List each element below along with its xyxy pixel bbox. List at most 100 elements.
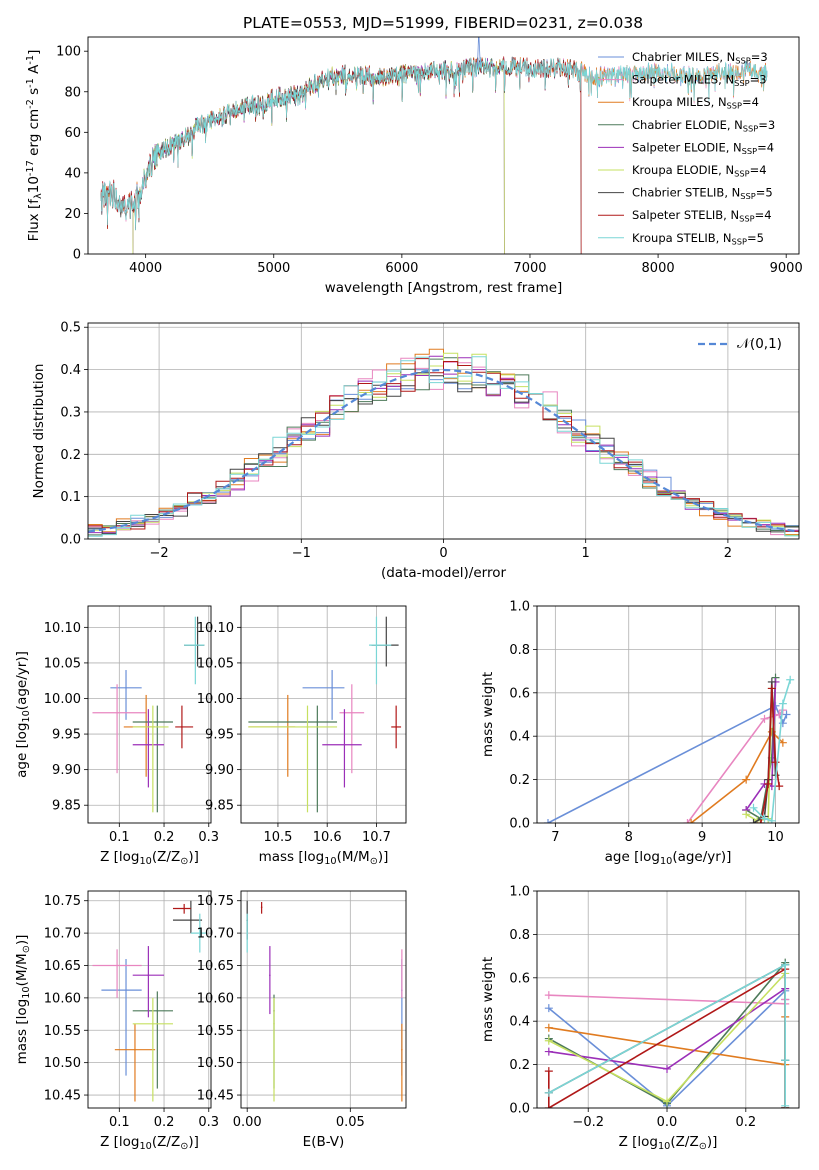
weight-marker	[781, 1056, 790, 1065]
legend-label: Salpeter ELODIE, NSSP​=4	[632, 140, 774, 156]
x-tick-label: 10.5	[263, 830, 292, 845]
x-axis-label: age [log10​(age/yr)]	[605, 849, 732, 867]
weight-line	[547, 704, 788, 823]
x-tick-label: 8000	[642, 261, 675, 276]
weight-marker	[749, 819, 758, 823]
y-tick-label: 10.45	[44, 1089, 81, 1104]
data-point	[156, 721, 159, 723]
data-point	[183, 907, 185, 910]
weight-vs-age-panel: 7 8 9 10 0.0 0.2 0.4 0.6 0.8 1.0 age [log10​(age/y…	[480, 600, 800, 867]
y-tick-label: 10.75	[197, 894, 234, 909]
data-point	[401, 964, 403, 967]
spectrum-line	[100, 56, 582, 254]
y-tick-label: 0.0	[509, 1102, 530, 1117]
x-tick-label: 10	[767, 830, 784, 845]
y-tick-label: 10.75	[44, 894, 81, 909]
legend-label: Kroupa ELODIE, NSSP​=4	[632, 163, 767, 179]
y-tick-label: 40	[64, 166, 81, 181]
weight-marker	[756, 819, 765, 823]
y-tick-label: 10.65	[197, 959, 234, 974]
residual-histogram-panel: −2 −1 0 1 2 0.0 0.1 0.2 0.3 0.4 0.5 (data-model)/er…	[31, 321, 800, 581]
figure-title: PLATE=0553, MJD=51999, FIBERID=0231, z=0…	[243, 14, 643, 32]
y-tick-label: 10.70	[44, 927, 81, 942]
weight-marker	[742, 810, 751, 819]
spectrum-line	[100, 56, 582, 254]
y-tick-label: 10.05	[44, 656, 81, 671]
y-tick-label: 9.95	[205, 728, 234, 743]
plot-area	[92, 900, 207, 1102]
plot-area	[248, 616, 402, 813]
weight-marker	[778, 738, 787, 747]
x-tick-label: 2	[724, 546, 732, 561]
data-point	[116, 711, 118, 714]
x-tick-label: 10.6	[313, 830, 342, 845]
x-tick-label: 8	[625, 830, 633, 845]
weight-marker	[742, 775, 751, 784]
normal-curve	[88, 368, 799, 533]
age-vs-metallicity-panel: 0.1 0.2 0.3 9.85 9.90 9.95 10.00 10.05 10.10 Z [l…	[14, 605, 219, 867]
weight-marker	[771, 758, 780, 767]
y-tick-label: 10.65	[44, 959, 81, 974]
weight-line	[686, 709, 784, 823]
data-point	[316, 721, 319, 723]
x-tick-label: 0.3	[198, 1115, 219, 1130]
y-tick-label: 20	[64, 207, 81, 222]
y-tick-label: 0.0	[509, 817, 530, 832]
weight-marker	[781, 960, 790, 969]
y-axis-label: Normed distribution	[31, 364, 47, 499]
x-tick-label: 9000	[770, 261, 803, 276]
data-point	[116, 964, 118, 967]
x-tick-label: 0.05	[336, 1115, 365, 1130]
x-tick-label: 1	[582, 546, 590, 561]
y-tick-label: 10.00	[197, 692, 234, 707]
axes-frame	[87, 890, 212, 1109]
data-point	[152, 1022, 154, 1025]
plot-area	[246, 900, 403, 1102]
x-tick-label: 7	[551, 830, 559, 845]
y-tick-label: 0.4	[60, 363, 81, 378]
legend-label: Chabrier ELODIE, NSSP​=3	[632, 118, 775, 134]
y-tick-label: 10.45	[197, 1089, 234, 1104]
data-point	[152, 726, 154, 728]
weight-marker	[544, 1088, 553, 1097]
y-tick-label: 9.90	[205, 763, 234, 778]
weight-marker	[778, 699, 787, 708]
x-tick-label: 0.0	[657, 1115, 678, 1130]
weight-marker	[544, 1004, 553, 1013]
y-tick-label: 0.2	[509, 773, 530, 788]
y-tick-label: 1.0	[509, 885, 530, 900]
spectrum-panel: 4000 5000 6000 7000 8000 9000 0 20 40 60 80 100 wave…	[25, 36, 803, 296]
histogram-step	[88, 358, 799, 532]
y-tick-label: 10.70	[197, 927, 234, 942]
data-point	[125, 687, 127, 689]
y-tick-label: 10.50	[197, 1056, 234, 1071]
weight-marker	[778, 719, 787, 728]
weight-marker	[786, 675, 795, 684]
y-tick-label: 10.10	[44, 621, 81, 636]
data-point	[351, 711, 353, 714]
data-point	[395, 726, 397, 728]
data-point	[246, 932, 248, 934]
x-axis-label: (data-model)/error	[381, 565, 507, 581]
y-tick-label: 9.85	[52, 799, 81, 814]
plot-area	[544, 673, 795, 823]
y-tick-label: 0	[73, 248, 81, 263]
mass-vs-metallicity-panel: 0.1 0.2 0.3 10.45 10.50 10.55 10.60 10.65 10.70 1…	[14, 890, 219, 1152]
weight-vs-metallicity-panel: −0.2 0.0 0.2 0.0 0.2 0.4 0.6 0.8 1.0 Z [log10​(Z/…	[480, 885, 800, 1152]
y-tick-label: 10.55	[197, 1024, 234, 1039]
legend-label: 𝒩(0,1)	[737, 336, 782, 352]
y-tick-label: 0.5	[60, 321, 81, 336]
x-axis-label: wavelength [Angstrom, rest frame]	[325, 280, 563, 296]
x-axis-label: Z [log10​(Z/Z⊙​)]	[100, 1134, 199, 1152]
x-tick-label: 7000	[513, 261, 546, 276]
x-tick-label: 5000	[257, 261, 290, 276]
y-tick-label: 0.0	[60, 533, 81, 548]
x-tick-label: 0.00	[233, 1115, 262, 1130]
x-tick-label: 0.2	[154, 1115, 175, 1130]
weight-marker	[544, 991, 553, 1000]
y-tick-label: 0.8	[509, 643, 530, 658]
weight-marker	[749, 803, 758, 812]
y-tick-label: 9.85	[205, 799, 234, 814]
plot-area	[100, 37, 768, 254]
weight-marker	[764, 779, 773, 788]
